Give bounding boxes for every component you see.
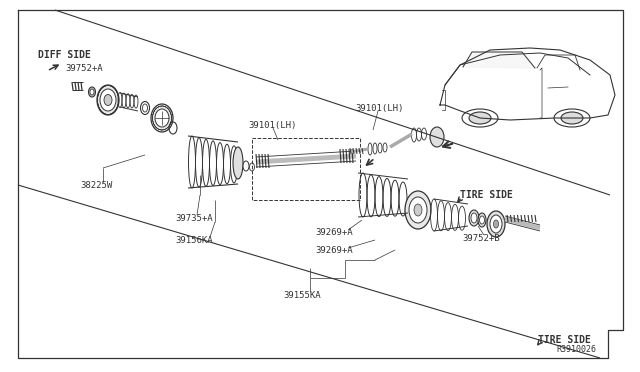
- Text: 39156KA: 39156KA: [175, 235, 212, 244]
- Ellipse shape: [243, 161, 249, 171]
- Ellipse shape: [471, 213, 477, 223]
- Ellipse shape: [490, 215, 502, 233]
- Ellipse shape: [469, 112, 491, 124]
- Ellipse shape: [478, 213, 486, 227]
- Ellipse shape: [487, 211, 505, 237]
- Text: 39752+A: 39752+A: [65, 64, 102, 73]
- Polygon shape: [463, 52, 535, 68]
- Ellipse shape: [250, 163, 255, 171]
- Text: 38225W: 38225W: [80, 180, 112, 189]
- Text: TIRE SIDE: TIRE SIDE: [538, 335, 591, 345]
- Ellipse shape: [100, 89, 116, 111]
- Text: 39735+A: 39735+A: [175, 214, 212, 222]
- Ellipse shape: [151, 104, 173, 132]
- Ellipse shape: [141, 102, 150, 115]
- Ellipse shape: [405, 191, 431, 229]
- Ellipse shape: [554, 109, 590, 127]
- Ellipse shape: [233, 147, 243, 179]
- Ellipse shape: [143, 104, 147, 112]
- Text: 39101(LH): 39101(LH): [248, 121, 296, 129]
- Ellipse shape: [479, 216, 484, 224]
- Text: TIRE SIDE: TIRE SIDE: [460, 190, 513, 200]
- Text: 39101(LH): 39101(LH): [355, 103, 403, 112]
- Ellipse shape: [493, 220, 499, 228]
- Ellipse shape: [90, 89, 94, 95]
- Text: 39269+A: 39269+A: [315, 246, 353, 254]
- Ellipse shape: [561, 112, 583, 124]
- Ellipse shape: [462, 109, 498, 127]
- Text: 39752+B: 39752+B: [462, 234, 500, 243]
- Bar: [252, 138, 360, 200]
- Polygon shape: [440, 48, 615, 120]
- Text: 39269+A: 39269+A: [315, 228, 353, 237]
- Ellipse shape: [88, 87, 95, 97]
- Text: DIFF SIDE: DIFF SIDE: [38, 50, 91, 60]
- Ellipse shape: [469, 210, 479, 226]
- Ellipse shape: [409, 197, 427, 223]
- Ellipse shape: [430, 127, 444, 147]
- Ellipse shape: [155, 109, 169, 127]
- Ellipse shape: [414, 204, 422, 216]
- Ellipse shape: [104, 94, 112, 106]
- Text: 39155KA: 39155KA: [283, 291, 321, 299]
- Text: R3910026: R3910026: [556, 346, 596, 355]
- Ellipse shape: [97, 85, 119, 115]
